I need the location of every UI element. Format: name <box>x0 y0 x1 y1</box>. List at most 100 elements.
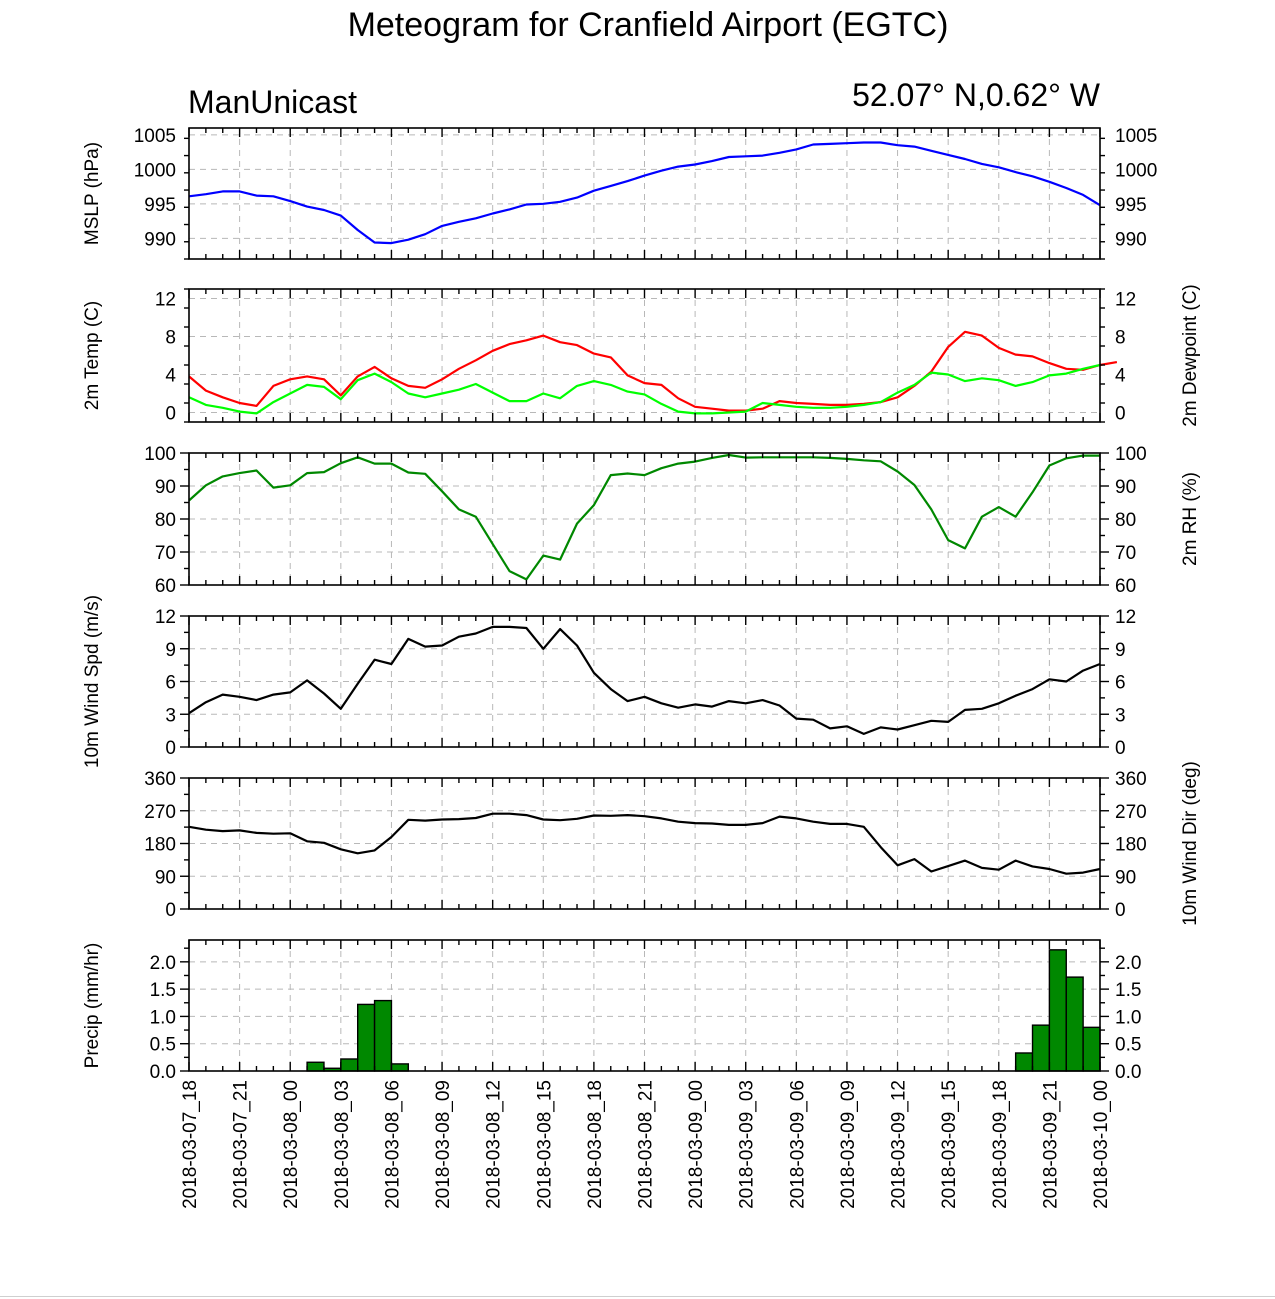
y-tick-label-right: 12 <box>1115 290 1136 311</box>
y-tick-label-left: 70 <box>155 543 176 564</box>
y-axis-label: 10m Wind Spd (m/s) <box>82 595 103 768</box>
series-line <box>188 812 1101 875</box>
y-tick-label-left: 2.0 <box>150 953 176 974</box>
x-tick-label: 2018-03-08_03 <box>332 1080 353 1209</box>
y-tick-label-right: 0 <box>1115 900 1126 921</box>
y-tick-label-left: 100 <box>144 444 176 465</box>
y-tick-label-right: 90 <box>1115 477 1136 498</box>
y-tick-label-left: 12 <box>155 290 176 311</box>
y-tick-label-right: 990 <box>1115 229 1147 250</box>
y-tick-label-left: 1000 <box>134 160 176 181</box>
panel-5: 0 0 90 90 180 180 270 270 360 360 10m Wind Dir (de… <box>144 761 1201 926</box>
y-tick-label-left: 270 <box>144 802 176 823</box>
x-tick-label: 2018-03-09_15 <box>939 1080 960 1209</box>
x-tick-label: 2018-03-07_21 <box>231 1080 252 1209</box>
y-tick-label-left: 90 <box>155 867 176 888</box>
y-tick-label-right: 90 <box>1115 867 1136 888</box>
x-tick-label: 2018-03-08_15 <box>534 1080 555 1209</box>
x-tick-label: 2018-03-10_00 <box>1091 1080 1112 1209</box>
panel-1: 990 990 995 995 1000 1000 1005 1005 MSLP (hPa) <box>82 126 1157 260</box>
y-tick-label-right: 1.0 <box>1115 1007 1141 1028</box>
x-tick-label: 2018-03-09_09 <box>838 1080 859 1209</box>
y-tick-label-left: 1.0 <box>150 1007 176 1028</box>
y-tick-label-right: 1005 <box>1115 126 1157 147</box>
y-tick-label-left: 180 <box>144 835 176 856</box>
model-label: ManUnicast <box>188 84 357 120</box>
series-line <box>188 625 1101 736</box>
y-tick-label-right: 0 <box>1115 404 1126 425</box>
x-tick-label: 2018-03-09_18 <box>990 1080 1011 1209</box>
x-tick-label: 2018-03-08_12 <box>484 1080 505 1209</box>
y-tick-label-right: 80 <box>1115 510 1136 531</box>
precip-bar <box>1014 1052 1034 1072</box>
y-tick-label-right: 4 <box>1115 366 1126 387</box>
y-tick-label-right: 8 <box>1115 328 1126 349</box>
x-tick-label: 2018-03-08_18 <box>585 1080 606 1209</box>
precip-bar <box>1031 1024 1051 1072</box>
y-tick-label-right: 3 <box>1115 705 1126 726</box>
y-tick-label-right: 0 <box>1115 738 1126 759</box>
y-tick-label-right: 70 <box>1115 543 1136 564</box>
precip-bar <box>1065 976 1084 1072</box>
x-tick-label: 2018-03-09_21 <box>1040 1080 1061 1209</box>
chart-title: Meteogram for Cranfield Airport (EGTC) <box>348 6 949 44</box>
precip-bar <box>373 999 393 1072</box>
panel-4: 0 0 3 3 6 6 9 9 12 12 10m Wind Spd (m/s) <box>82 595 1136 768</box>
y-tick-label-right: 6 <box>1115 673 1126 694</box>
y-tick-label-left: 8 <box>165 328 176 349</box>
y-tick-label-left: 0 <box>165 738 176 759</box>
y-tick-label-right: 12 <box>1115 607 1136 628</box>
y-tick-label-left: 1005 <box>134 126 176 147</box>
precip-bar <box>306 1061 325 1072</box>
y-tick-label-right: 360 <box>1115 769 1147 790</box>
y-tick-label-right: 0.0 <box>1115 1062 1141 1083</box>
precip-bar <box>1082 1026 1101 1072</box>
y-tick-label-left: 1.5 <box>150 980 176 1001</box>
bottom-divider <box>0 1296 1275 1297</box>
y-tick-label-left: 990 <box>144 229 176 250</box>
series-line <box>188 141 1101 245</box>
location-label: 52.07° N,0.62° W <box>852 77 1101 113</box>
x-tick-label: 2018-03-08_09 <box>433 1080 454 1209</box>
y-tick-label-left: 0 <box>165 404 176 425</box>
x-tick-label: 2018-03-09_00 <box>686 1080 707 1209</box>
y-tick-label-left: 9 <box>165 640 176 661</box>
y-tick-label-right: 100 <box>1115 444 1147 465</box>
y-tick-label-right: 1.5 <box>1115 980 1141 1001</box>
y-tick-label-left: 0 <box>165 900 176 921</box>
y-tick-label-right: 180 <box>1115 835 1147 856</box>
y-tick-label-right: 9 <box>1115 640 1126 661</box>
panel-2: 0 0 4 4 8 8 12 12 2m Temp (C) 2m Dewpoint (C) <box>82 284 1201 427</box>
y-axis-label-right: 2m RH (%) <box>1180 472 1201 566</box>
y-axis-label: Precip (mm/hr) <box>82 943 103 1069</box>
x-tick-label: 2018-03-09_03 <box>737 1080 758 1209</box>
y-tick-label-right: 995 <box>1115 195 1147 216</box>
x-tick-label: 2018-03-08_06 <box>382 1080 403 1209</box>
y-tick-label-left: 12 <box>155 607 176 628</box>
panel-6: 0.0 0.0 0.5 0.5 1.0 1.0 1.5 1.5 2.0 2.0 Precip (mm… <box>82 939 1141 1083</box>
y-tick-label-left: 6 <box>165 673 176 694</box>
x-tick-label: 2018-03-09_12 <box>889 1080 910 1209</box>
y-tick-label-left: 0.0 <box>150 1062 176 1083</box>
y-tick-label-left: 4 <box>165 366 176 387</box>
y-axis-label: MSLP (hPa) <box>82 142 103 245</box>
precip-bar <box>340 1058 359 1072</box>
y-axis-label-right: 2m Dewpoint (C) <box>1180 284 1201 427</box>
y-axis-label: 2m Temp (C) <box>82 301 103 410</box>
time-axis: 2018-03-07_18 2018-03-07_21 2018-03-08_00 2… <box>180 1080 1112 1209</box>
series-line <box>188 453 1100 581</box>
precip-bar <box>390 1063 410 1072</box>
y-tick-label-right: 2.0 <box>1115 953 1141 974</box>
precip-bar <box>1048 949 1067 1072</box>
series-line <box>188 363 1101 415</box>
y-axis-label-right: 10m Wind Dir (deg) <box>1180 761 1201 926</box>
y-tick-label-left: 90 <box>155 477 176 498</box>
y-tick-label-right: 270 <box>1115 802 1147 823</box>
y-tick-label-left: 60 <box>155 576 176 597</box>
x-tick-label: 2018-03-09_06 <box>787 1080 808 1209</box>
x-tick-label: 2018-03-08_00 <box>281 1080 302 1209</box>
x-tick-label: 2018-03-07_18 <box>180 1080 201 1209</box>
y-tick-label-left: 0.5 <box>150 1035 176 1056</box>
